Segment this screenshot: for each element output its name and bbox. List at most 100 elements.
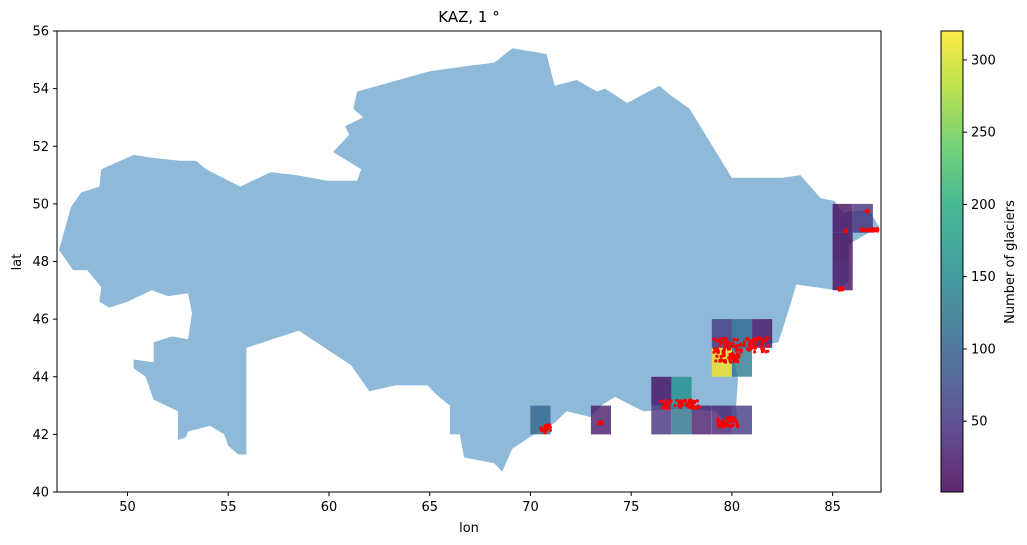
y-tick-label: 46 [32, 313, 49, 328]
glacier-point [742, 343, 746, 347]
x-tick-label: 65 [421, 500, 438, 515]
heatmap-cell [832, 203, 853, 233]
heatmap-cell [691, 405, 712, 435]
glacier-point [719, 340, 723, 344]
glacier-point [695, 399, 700, 403]
glacier-point [542, 428, 546, 432]
colorbar-tick-label: 300 [971, 53, 996, 68]
glacier-point [745, 337, 749, 341]
glacier-point [716, 350, 721, 354]
glacier-point [734, 349, 738, 353]
heatmap-cell [590, 405, 611, 435]
glacier-point [679, 403, 683, 407]
colorbar-gradient [941, 31, 963, 492]
glacier-point [669, 399, 673, 403]
glacier-point [736, 360, 740, 364]
glacier-point [762, 347, 766, 351]
glacier-point [734, 346, 738, 350]
glacier-point [723, 421, 727, 425]
glacier-point [664, 406, 668, 410]
glacier-point [723, 346, 727, 350]
glacier-point [735, 338, 740, 342]
glacier-point [760, 338, 764, 342]
glacier-point [548, 428, 553, 432]
glacier-point [731, 344, 735, 348]
glacier-point [659, 399, 664, 403]
glacier-point [718, 343, 722, 347]
glacier-point [727, 418, 732, 422]
y-tick-label: 40 [32, 486, 49, 501]
glacier-point [730, 420, 734, 424]
plot-area [57, 31, 881, 492]
colorbar-tick-label: 50 [971, 415, 988, 430]
country-shape [59, 48, 879, 472]
glacier-point [697, 405, 702, 409]
colorbar-label: Number of glaciers [1003, 200, 1018, 324]
y-tick-label: 56 [32, 25, 49, 40]
glacier-point [843, 228, 847, 232]
colorbar-ticks: 50 100 150 200 250 300 [963, 53, 996, 430]
colorbar-tick-label: 150 [971, 270, 996, 285]
glacier-point [728, 359, 732, 363]
glacier-point [865, 228, 870, 232]
glacier-point [599, 420, 604, 424]
glacier-point [868, 229, 872, 233]
x-axis-title: lon [459, 521, 479, 536]
glacier-point [731, 341, 735, 345]
x-tick-label: 55 [220, 500, 237, 515]
glacier-point [734, 356, 738, 360]
glacier-point [667, 402, 671, 406]
glacier-point [754, 339, 758, 343]
glacier-point [736, 425, 740, 429]
glacier-point [729, 425, 733, 429]
y-tick-label: 52 [32, 140, 49, 155]
colorbar-tick-label: 200 [971, 198, 996, 213]
colorbar-tick-label: 250 [971, 126, 996, 141]
y-tick-label: 50 [32, 197, 49, 212]
glacier-point [760, 344, 764, 349]
heatmap-cell [832, 261, 853, 291]
glacier-point [753, 350, 757, 354]
glacier-point [548, 425, 553, 429]
glacier-point [730, 356, 735, 360]
glacier-point [677, 403, 681, 407]
glacier-point [727, 416, 731, 420]
glacier-point [548, 423, 552, 427]
x-tick-label: 75 [623, 500, 640, 515]
glacier-point [721, 425, 725, 429]
glacier-point [719, 420, 723, 424]
glacier-point [739, 343, 743, 347]
glacier-point [733, 359, 737, 363]
glacier-point [728, 347, 732, 351]
glacier-points [539, 208, 880, 435]
glacier-point [539, 428, 543, 432]
heatmap-cell [651, 405, 672, 435]
glacier-point [766, 349, 770, 353]
x-tick-label: 50 [119, 500, 136, 515]
glacier-point [718, 337, 722, 341]
x-axis: 50 55 60 65 70 75 80 85 [119, 492, 841, 515]
glacier-point [860, 228, 864, 233]
heatmap-cell [671, 405, 692, 435]
glacier-point [683, 399, 688, 403]
glacier-point [690, 399, 694, 403]
colorbar-tick-label: 100 [971, 342, 996, 357]
glacier-point [716, 339, 720, 343]
glacier-point [749, 347, 753, 351]
glacier-point [692, 405, 697, 409]
glacier-point [719, 354, 723, 359]
glacier-point [664, 398, 668, 402]
glacier-point [840, 286, 844, 290]
glacier-point [692, 399, 697, 403]
glacier-point [743, 340, 747, 344]
glacier-point [727, 341, 731, 345]
glacier-point [716, 422, 720, 426]
glacier-point [739, 348, 744, 353]
glacier-point [747, 348, 751, 352]
heatmap-cell [671, 376, 692, 406]
y-tick-label: 44 [32, 370, 49, 385]
glacier-point [735, 422, 739, 426]
glacier-point [723, 423, 728, 427]
glacier-point [723, 360, 728, 364]
glacier-point [758, 336, 762, 340]
